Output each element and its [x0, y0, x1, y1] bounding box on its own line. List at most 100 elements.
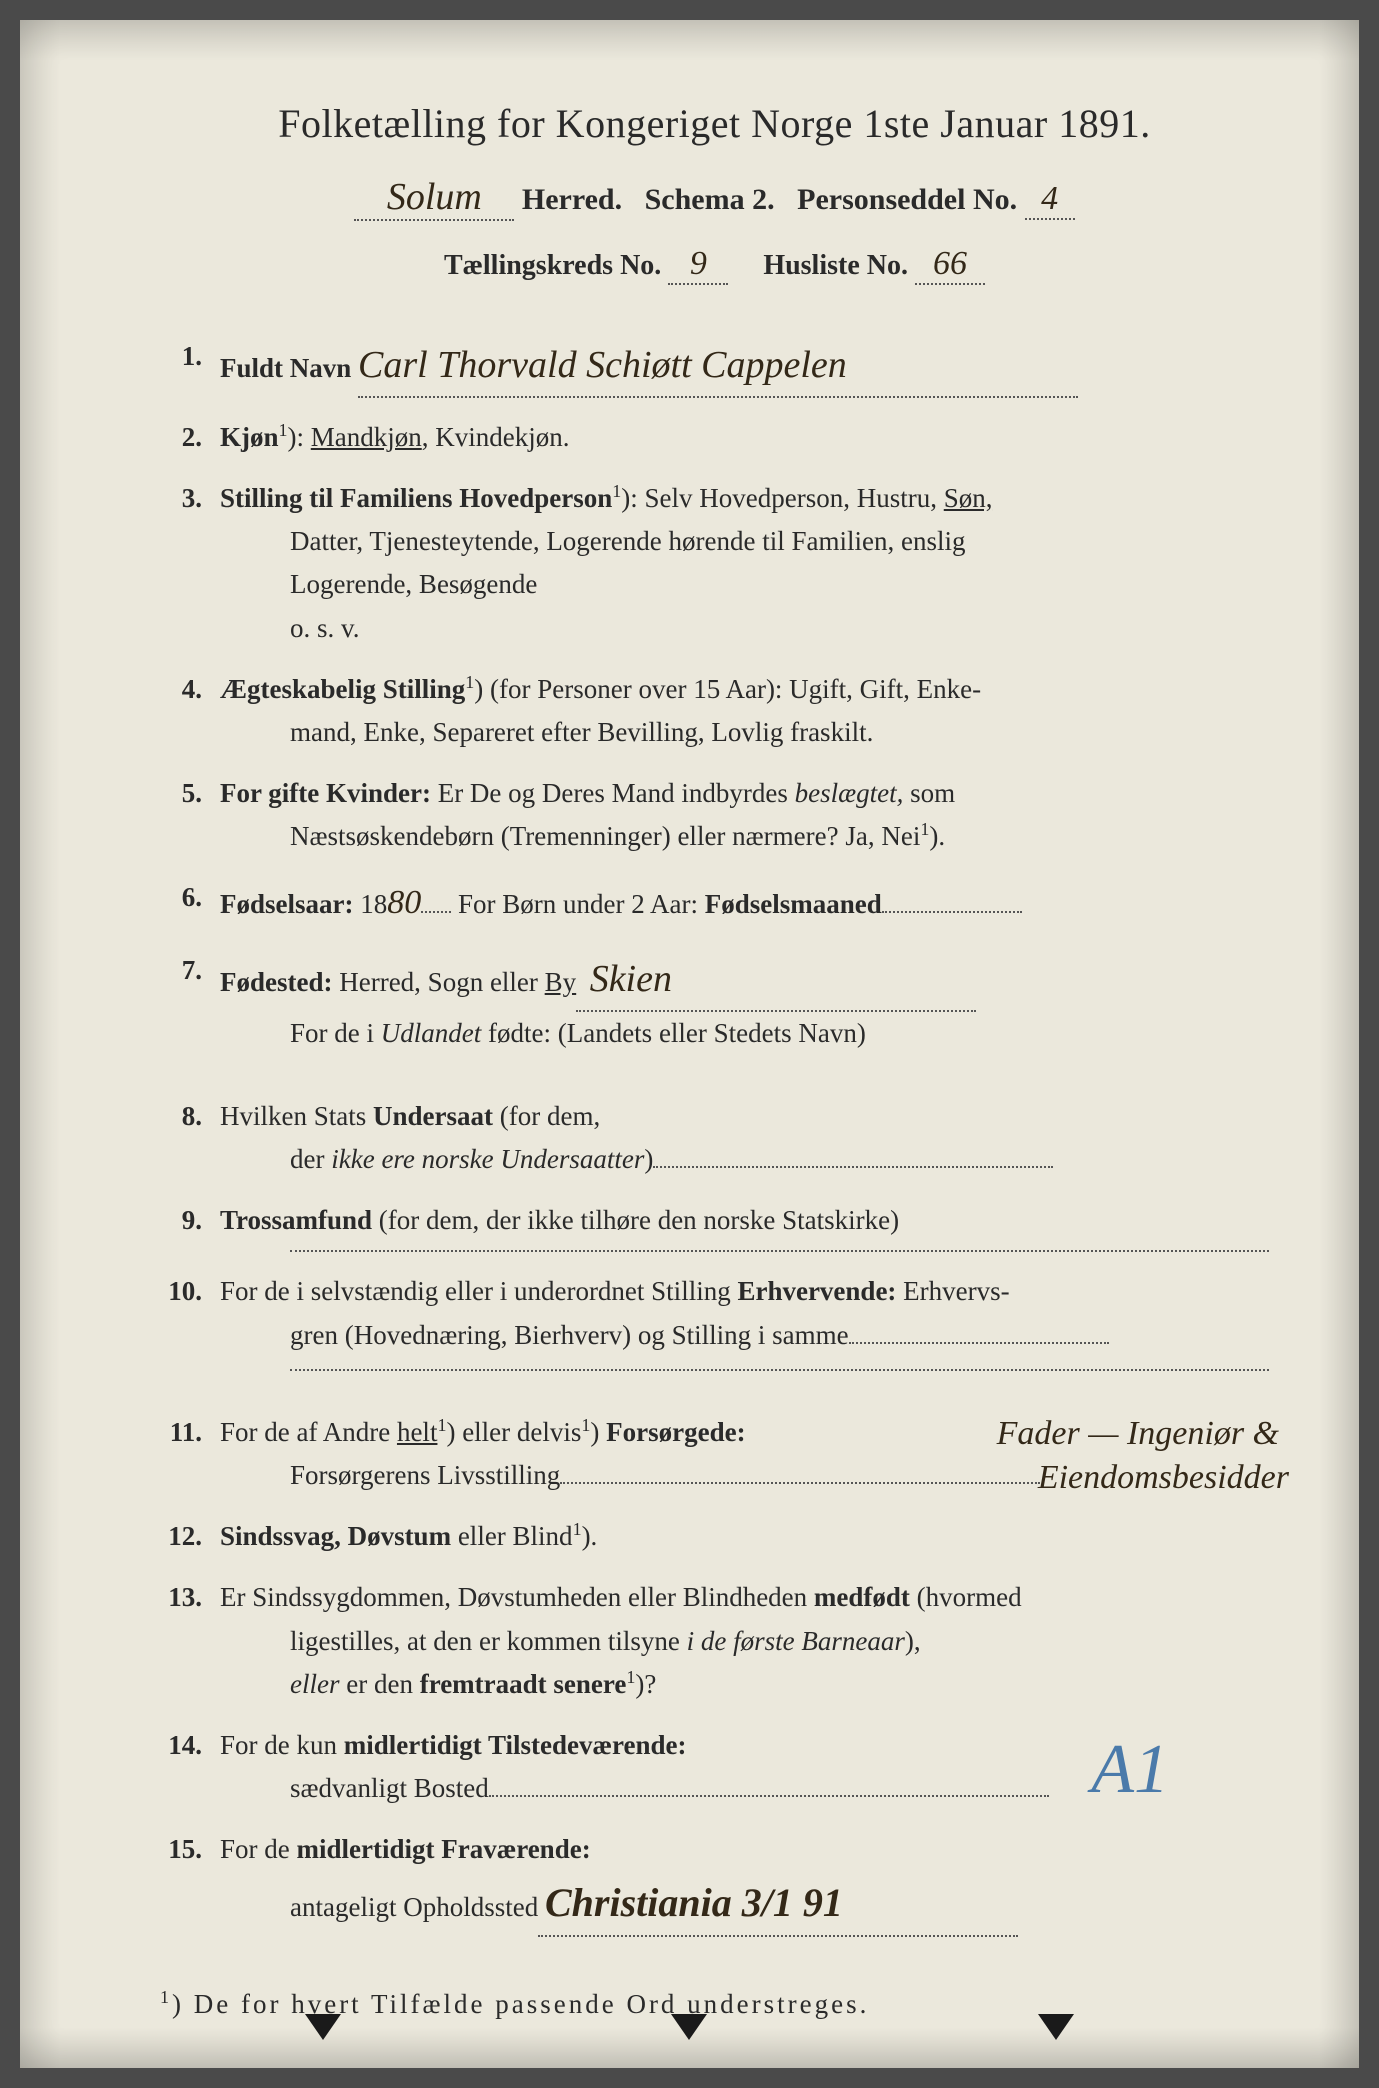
- item-8: 8. Hvilken Stats Undersaat (for dem, der…: [160, 1095, 1269, 1181]
- field-label: Stilling til Familiens Hovedperson: [220, 483, 612, 513]
- item-body: Trossamfund (for dem, der ikke tilhøre d…: [220, 1199, 1269, 1252]
- item-body: Fuldt Navn Carl Thorvald Schiøtt Cappele…: [220, 335, 1269, 398]
- underlined-option: Mandkjøn: [311, 422, 422, 452]
- item-text: For de i selvstændig eller i underordnet…: [220, 1276, 737, 1306]
- punch-icon: [305, 2014, 341, 2040]
- item-num: 10.: [160, 1270, 220, 1370]
- taellingskreds-label: Tællingskreds No.: [444, 250, 661, 281]
- field-label: medfødt: [814, 1582, 910, 1612]
- item-text: Er De og Deres Mand indbyrdes: [431, 778, 795, 808]
- item-num: 15.: [160, 1828, 220, 1937]
- footnote-ref: 1: [465, 672, 474, 692]
- item-num: 6.: [160, 876, 220, 930]
- item-num: 1.: [160, 335, 220, 398]
- item-text: For de af Andre: [220, 1417, 397, 1447]
- year-prefix: 18: [353, 889, 387, 919]
- item-line: ligestilles, at den er kommen tilsyne i …: [290, 1620, 1269, 1663]
- item-9: 9. Trossamfund (for dem, der ikke tilhør…: [160, 1199, 1269, 1252]
- punch-icon: [671, 2014, 707, 2040]
- item-num: 11.: [160, 1411, 220, 1497]
- header-line-1: Solum Herred. Schema 2. Personseddel No.…: [160, 175, 1269, 221]
- item-num: 5.: [160, 772, 220, 858]
- item-body: For de i selvstændig eller i underordnet…: [220, 1270, 1269, 1370]
- item-1: 1. Fuldt Navn Carl Thorvald Schiøtt Capp…: [160, 335, 1269, 398]
- marginal-note-blue: A1: [1091, 1714, 1169, 1826]
- item-13: 13. Er Sindssygdommen, Døvstumheden elle…: [160, 1576, 1269, 1706]
- item-text: Erhvervs-: [896, 1276, 1009, 1306]
- item-body: For de midlertidigt Fraværende: antageli…: [220, 1828, 1269, 1937]
- item-num: 2.: [160, 416, 220, 459]
- husliste-no: 66: [933, 245, 967, 282]
- item-body: Er Sindssygdommen, Døvstumheden eller Bl…: [220, 1576, 1269, 1706]
- blank-line: [290, 1250, 1269, 1252]
- item-num: 8.: [160, 1095, 220, 1181]
- footnote-ref: 1: [920, 819, 929, 839]
- form-header: Folketælling for Kongeriget Norge 1ste J…: [160, 100, 1269, 285]
- footnote-ref: 1: [573, 1519, 582, 1539]
- personseddel-label: Personseddel No.: [797, 183, 1017, 216]
- item-text: som: [903, 778, 955, 808]
- item-text: (for Personer over 15 Aar): Ugift, Gift,…: [483, 674, 981, 704]
- item-num: 3.: [160, 477, 220, 650]
- item-body: Stilling til Familiens Hovedperson1): Se…: [220, 477, 1269, 650]
- herred-label: Herred.: [522, 183, 622, 216]
- field-label: fremtraadt senere: [420, 1669, 627, 1699]
- item-num: 12.: [160, 1515, 220, 1558]
- footnote-marker: 1: [160, 1987, 172, 2007]
- item-num: 13.: [160, 1576, 220, 1706]
- item-6: 6. Fødselsaar: 1880 For Børn under 2 Aar…: [160, 876, 1269, 930]
- item-3: 3. Stilling til Familiens Hovedperson1):…: [160, 477, 1269, 650]
- item-10: 10. For de i selvstændig eller i underor…: [160, 1270, 1269, 1370]
- underlined-option: By: [545, 967, 577, 997]
- field-label: Kjøn: [220, 422, 279, 452]
- field-label: Fødselsmaaned: [705, 889, 882, 919]
- taellingskreds-no: 9: [690, 245, 707, 282]
- item-body: For gifte Kvinder: Er De og Deres Mand i…: [220, 772, 1269, 858]
- item-line: o. s. v.: [290, 607, 1269, 650]
- field-label: Fødested:: [220, 967, 332, 997]
- field-label: Fuldt Navn: [220, 353, 351, 383]
- punch-icon: [1038, 2014, 1074, 2040]
- personseddel-no: 4: [1041, 180, 1058, 217]
- item-text: ).: [582, 1521, 598, 1551]
- field-label: For gifte Kvinder:: [220, 778, 431, 808]
- item-7: 7. Fødested: Herred, Sogn eller By Skien…: [160, 949, 1269, 1055]
- field-label: Forsørgede:: [606, 1417, 745, 1447]
- field-label: Ægteskabelig Stilling: [220, 674, 465, 704]
- herred-handwritten: Solum: [387, 175, 482, 219]
- field-label: midlertidigt Fraværende:: [297, 1834, 591, 1864]
- item-line: Logerende, Besøgende: [290, 563, 1269, 606]
- field-label: Erhvervende:: [737, 1276, 896, 1306]
- item-line: mand, Enke, Separeret efter Bevilling, L…: [290, 711, 1269, 754]
- item-text: Herred, Sogn eller: [332, 967, 544, 997]
- husliste-label: Husliste No.: [763, 250, 908, 281]
- item-line: der ikke ere norske Undersaatter): [290, 1138, 1269, 1181]
- item-5: 5. For gifte Kvinder: Er De og Deres Man…: [160, 772, 1269, 858]
- item-text: ) eller delvis: [446, 1417, 581, 1447]
- item-text: Er Sindssygdommen, Døvstumheden eller Bl…: [220, 1582, 814, 1612]
- year-handwritten: 80: [387, 884, 421, 921]
- item-text: For de: [220, 1834, 297, 1864]
- item-text: eller Blind: [451, 1521, 572, 1551]
- italic-text: Udlandet: [381, 1018, 482, 1048]
- field-label: midlertidigt Tilstedeværende:: [344, 1730, 687, 1760]
- item-line: Datter, Tjenesteytende, Logerende hørend…: [290, 520, 1269, 563]
- field-label: Trossamfund: [220, 1205, 372, 1235]
- underlined-option: helt: [397, 1417, 438, 1447]
- item-11: 11. For de af Andre helt1) eller delvis1…: [160, 1411, 1269, 1497]
- item-body: Fødested: Herred, Sogn eller By Skien Fo…: [220, 949, 1269, 1055]
- item-body: Ægteskabelig Stilling1) (for Personer ov…: [220, 668, 1269, 754]
- item-4: 4. Ægteskabelig Stilling1) (for Personer…: [160, 668, 1269, 754]
- item-line: eller er den fremtraadt senere1)?: [290, 1663, 1269, 1706]
- underlined-option: Søn,: [944, 483, 993, 513]
- form-title: Folketælling for Kongeriget Norge 1ste J…: [160, 100, 1269, 147]
- item-text: ): [590, 1417, 606, 1447]
- field-label: Sindssvag, Døvstum: [220, 1521, 451, 1551]
- schema-label: Schema 2.: [645, 183, 775, 216]
- header-line-2: Tællingskreds No. 9 Husliste No. 66: [160, 245, 1269, 285]
- footnote-ref: 1: [279, 420, 288, 440]
- item-2: 2. Kjøn1): Mandkjøn, Kvindekjøn.: [160, 416, 1269, 459]
- item-body: Sindssvag, Døvstum eller Blind1).: [220, 1515, 1269, 1558]
- provider-handwritten-2: Eiendomsbesidder: [1038, 1451, 1289, 1505]
- item-num: 7.: [160, 949, 220, 1055]
